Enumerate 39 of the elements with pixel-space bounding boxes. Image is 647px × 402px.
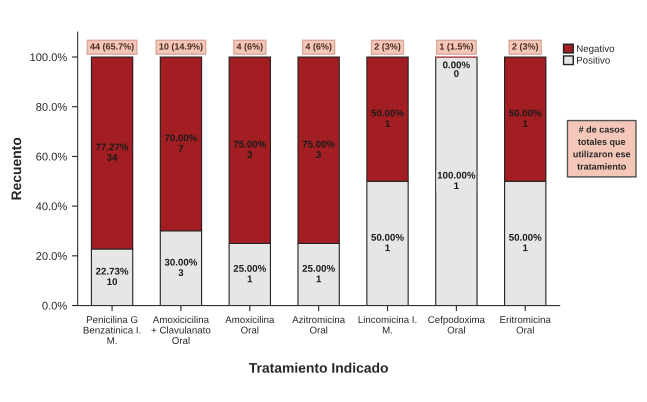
data-label: 25.00% 1 [302,264,335,282]
x-tick-label: Amoxicicilina + Clavulanato Oral [152,316,210,344]
legend-label: Negativo [576,44,614,54]
legend-label: Positivo [576,56,610,64]
data-label: 50.00% 1 [509,234,542,252]
total-label: 2 (3%) [512,43,538,52]
data-label: 30.00% 3 [164,258,198,276]
x-tick-label: Azitromicina Oral [292,316,346,334]
y-tick-label: 20.0% [36,252,67,260]
data-label: 75.00% 3 [234,140,266,158]
data-label: 50.00% 1 [509,110,542,127]
y-tick-label: 80.0% [36,102,67,111]
data-label: 70.00% 7 [164,134,198,152]
data-label: 50.00% 1 [371,110,404,127]
data-label: 100.00% 1 [438,172,476,190]
total-label: 2 (3%) [374,43,400,52]
y-tick-label: 60.0% [36,152,67,161]
y-tick-label: 40.0% [36,202,67,210]
total-label: 1 (1.5%) [440,43,473,52]
x-tick-label: Penicilina G Benzatinica I. M. [84,316,140,344]
total-label: 10 (14.9%) [159,43,203,52]
x-tick-label: Amoxicilina Oral [225,316,274,334]
text: # de casos totales que utilizaron ese tratamiento [573,126,630,170]
data-label: 22.73% 10 [96,268,128,286]
y-tick-label: 0.0% [42,302,67,310]
total-label: 4 (6%) [305,43,332,52]
data-label: 25.00% 1 [234,264,266,282]
data-label: 77.27% 34 [96,144,128,161]
data-label: 0.00% 0 [442,61,470,78]
x-tick-label: Eritromicina Oral [500,316,551,334]
x-axis-title: Tratamiento Indicado [248,362,388,373]
y-axis-title: Recuento [12,138,22,200]
data-label: 75.00% 3 [302,140,335,158]
data-label: 50.00% 1 [371,234,404,252]
total-label: 44 (65.7%) [90,43,134,52]
x-tick-label: Cefpodoxima Oral [428,316,486,334]
y-tick-label: 100.0% [30,53,67,62]
total-label: 4 (6%) [236,43,263,52]
x-tick-label: Lincomicina I. M. [358,316,416,334]
